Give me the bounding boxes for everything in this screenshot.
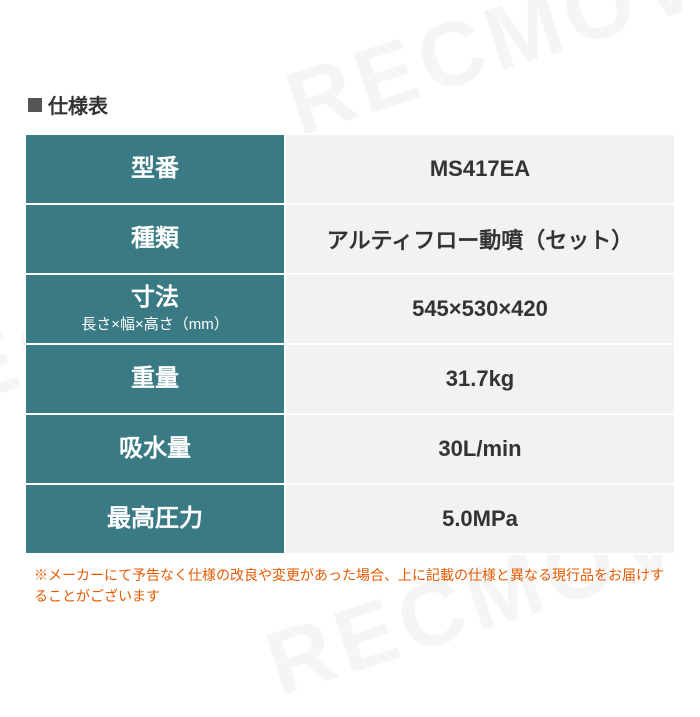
- label-sub: 長さ×幅×高さ（mm）: [26, 313, 284, 334]
- spec-label: 吸水量: [25, 414, 285, 484]
- spec-container: 仕様表 型番 MS417EA 種類 アルティフロー動噴（セット） 寸法 長さ×幅…: [0, 0, 700, 607]
- label-main: 重量: [26, 365, 284, 393]
- table-row: 種類 アルティフロー動噴（セット）: [25, 204, 675, 274]
- label-main: 型番: [26, 155, 284, 183]
- label-main: 種類: [26, 225, 284, 253]
- spec-label: 寸法 長さ×幅×高さ（mm）: [25, 274, 285, 344]
- table-row: 寸法 長さ×幅×高さ（mm） 545×530×420: [25, 274, 675, 344]
- spec-value: 5.0MPa: [285, 484, 675, 554]
- table-row: 型番 MS417EA: [25, 134, 675, 204]
- spec-label: 重量: [25, 344, 285, 414]
- table-row: 吸水量 30L/min: [25, 414, 675, 484]
- table-row: 重量 31.7kg: [25, 344, 675, 414]
- spec-value: 545×530×420: [285, 274, 675, 344]
- spec-table: 型番 MS417EA 種類 アルティフロー動噴（セット） 寸法 長さ×幅×高さ（…: [24, 133, 676, 555]
- label-main: 寸法: [26, 284, 284, 312]
- spec-label: 最高圧力: [25, 484, 285, 554]
- footnote-text: ※メーカーにて予告なく仕様の改良や変更があった場合、上に記載の仕様と異なる現行品…: [24, 565, 676, 607]
- spec-value: アルティフロー動噴（セット）: [285, 204, 675, 274]
- title-text: 仕様表: [48, 90, 108, 119]
- section-title: 仕様表: [24, 90, 676, 119]
- spec-value: 31.7kg: [285, 344, 675, 414]
- label-main: 吸水量: [26, 435, 284, 463]
- table-row: 最高圧力 5.0MPa: [25, 484, 675, 554]
- title-bullet-icon: [28, 98, 42, 112]
- label-main: 最高圧力: [26, 505, 284, 533]
- spec-label: 種類: [25, 204, 285, 274]
- spec-value: 30L/min: [285, 414, 675, 484]
- spec-label: 型番: [25, 134, 285, 204]
- spec-value: MS417EA: [285, 134, 675, 204]
